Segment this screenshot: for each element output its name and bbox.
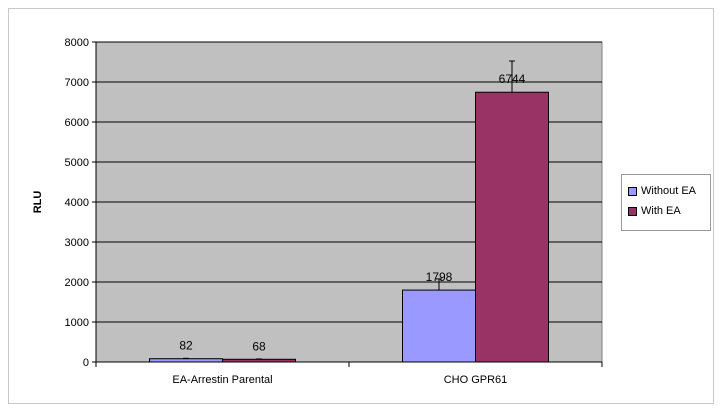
legend-swatch-with-ea (628, 206, 637, 216)
y-tick-label: 4000 (65, 197, 89, 209)
bar (475, 91, 549, 363)
data-label: 68 (252, 339, 266, 353)
data-label: 82 (179, 339, 193, 353)
x-tick-label: CHO GPR61 (444, 374, 508, 386)
bar (402, 289, 476, 363)
y-tick-label: 7000 (65, 77, 89, 89)
data-label: 6744 (499, 72, 526, 86)
data-label: 1798 (426, 270, 453, 284)
y-tick-label: 2000 (65, 277, 89, 289)
y-tick-label: 6000 (65, 117, 89, 129)
legend-label-with-ea: With EA (641, 205, 681, 217)
y-tick-label: 3000 (65, 237, 89, 249)
y-axis-title: RLU (32, 191, 44, 214)
legend-swatch-without-ea (628, 186, 637, 196)
legend-item-with-ea: With EA (628, 201, 710, 221)
legend-item-without-ea: Without EA (628, 181, 710, 201)
y-tick-label: 5000 (65, 157, 89, 169)
y-tick-label: 8000 (65, 37, 89, 49)
x-tick-label: EA-Arrestin Parental (172, 374, 272, 386)
legend: Without EA With EA (621, 174, 711, 231)
labels: 0 1000 2000 3000 4000 5000 6000 7000 8000 EA-Arre… (65, 37, 526, 386)
legend-label-without-ea: Without EA (641, 185, 697, 197)
y-tick-label: 1000 (65, 317, 89, 329)
axes (92, 41, 603, 367)
y-tick-label: 0 (83, 357, 89, 369)
bars (149, 60, 549, 363)
